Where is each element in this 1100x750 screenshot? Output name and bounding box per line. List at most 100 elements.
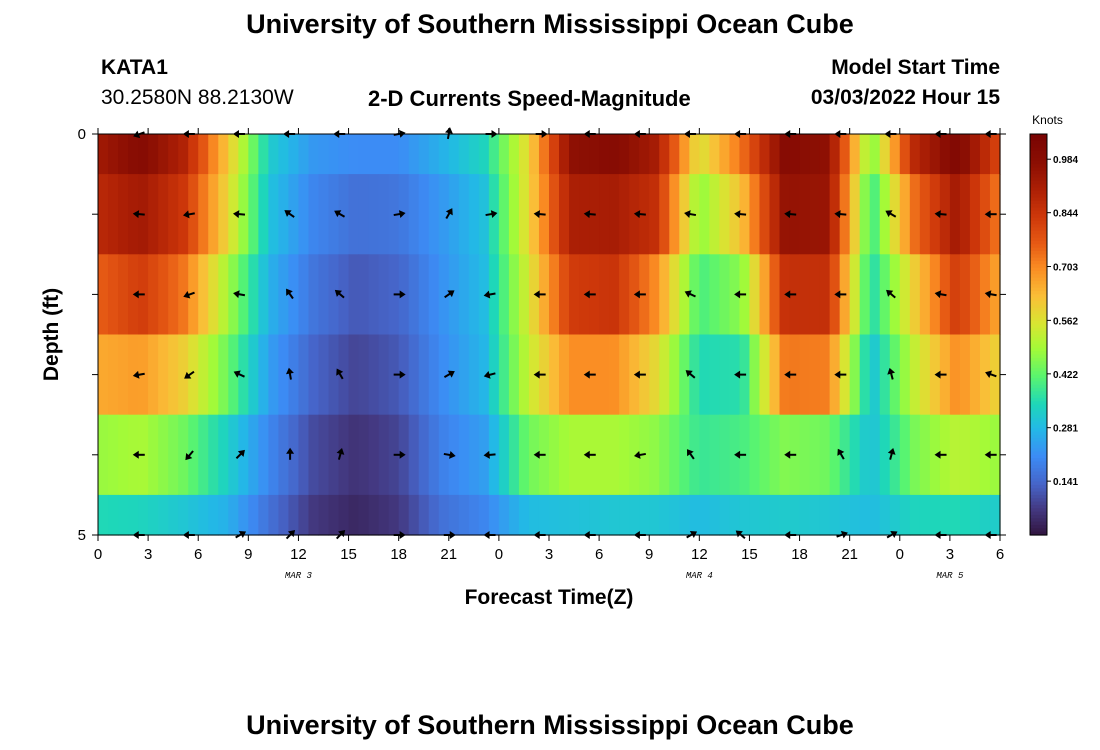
y-tick-label: 5 xyxy=(78,527,86,544)
heatmap-cell xyxy=(108,334,119,416)
heatmap-cell xyxy=(378,254,390,336)
heatmap-cell xyxy=(619,254,630,336)
heatmap-cell xyxy=(709,414,720,496)
heatmap-cell xyxy=(308,134,320,175)
heatmap-cell xyxy=(679,174,690,255)
heatmap-cell xyxy=(649,174,660,255)
heatmap-cell xyxy=(599,414,610,496)
heatmap-cell xyxy=(899,134,911,175)
heatmap-cell xyxy=(178,414,189,496)
current-arrow xyxy=(984,210,997,219)
heatmap-cell xyxy=(328,134,340,175)
heatmap-cell xyxy=(769,174,781,255)
heatmap-cell xyxy=(799,494,811,536)
heatmap-cell xyxy=(458,414,470,496)
heatmap-cell xyxy=(879,414,891,496)
heatmap-cell xyxy=(308,334,320,416)
colorbar-segment xyxy=(1030,230,1047,235)
heatmap-cell xyxy=(559,174,570,255)
heatmap-cell xyxy=(759,254,771,336)
heatmap-cell xyxy=(859,414,871,496)
current-arrow xyxy=(734,290,747,299)
heatmap-cell xyxy=(709,134,720,175)
heatmap-cell xyxy=(148,174,159,255)
current-arrow xyxy=(837,448,845,460)
heatmap-cell xyxy=(248,174,259,255)
heatmap-cell xyxy=(939,134,951,175)
heatmap-cell xyxy=(859,174,871,255)
heatmap-cell xyxy=(528,174,540,255)
date-label: MAR 5 xyxy=(936,571,964,581)
heatmap-cell xyxy=(298,254,310,336)
colorbar-segment xyxy=(1030,160,1047,165)
heatmap-cell xyxy=(819,414,831,496)
colorbar-segment xyxy=(1030,254,1047,259)
heatmap-cell xyxy=(218,174,229,255)
x-tick-label: 0 xyxy=(495,546,503,563)
heatmap-cell xyxy=(759,494,771,536)
colorbar-segment xyxy=(1030,468,1047,473)
heatmap-cell xyxy=(288,174,300,255)
heatmap-cell xyxy=(629,134,640,175)
current-arrow xyxy=(235,449,245,460)
model-start-time: 03/03/2022 Hour 15 xyxy=(810,86,1000,109)
heatmap-cell xyxy=(278,254,290,336)
heatmap-cell xyxy=(518,134,530,175)
heatmap-cell xyxy=(338,134,350,175)
colorbar-segment xyxy=(1030,411,1047,416)
heatmap-cell xyxy=(719,254,730,336)
heatmap-cell xyxy=(378,414,390,496)
heatmap-cell xyxy=(488,494,500,536)
heatmap-cell xyxy=(288,334,300,416)
current-arrow xyxy=(393,210,406,218)
colorbar-segment xyxy=(1030,518,1047,523)
heatmap-cell xyxy=(799,134,811,175)
date-labels: MAR 3 MAR 4 MAR 5 xyxy=(285,571,964,581)
current-arrow xyxy=(633,210,646,219)
heatmap-cell xyxy=(849,334,861,416)
colorbar-segment xyxy=(1030,180,1047,185)
colorbar-segment xyxy=(1030,351,1047,356)
colorbar-segment xyxy=(1030,528,1047,533)
heatmap-cell xyxy=(849,174,861,255)
colorbar-segment xyxy=(1030,511,1047,516)
heatmap-cell xyxy=(348,174,360,255)
colorbar-segment xyxy=(1030,237,1047,242)
heatmap-cell xyxy=(518,494,530,536)
heatmap-cell xyxy=(879,134,891,175)
heatmap-cell xyxy=(108,494,119,536)
heatmap-cell xyxy=(869,254,881,336)
heatmap-cell xyxy=(288,494,300,536)
colorbar-tick-label: 0.703 xyxy=(1053,263,1078,274)
heatmap-cell xyxy=(98,174,109,255)
current-arrow xyxy=(734,370,747,379)
heatmap-cell xyxy=(699,334,710,416)
station-coords: 30.2580N 88.2130W xyxy=(101,86,294,109)
heatmap-cell xyxy=(869,174,881,255)
colorbar-tick-label: 0.984 xyxy=(1053,155,1078,166)
heatmap-cell xyxy=(639,134,650,175)
heatmap-cell xyxy=(789,494,801,536)
heatmap-cell xyxy=(208,494,219,536)
heatmap-cell xyxy=(899,174,911,255)
heatmap-cell xyxy=(829,174,841,255)
heatmap-cell xyxy=(228,334,239,416)
heatmap-cell xyxy=(148,254,159,336)
colorbar-segment xyxy=(1030,371,1047,376)
heatmap-cell xyxy=(478,174,490,255)
heatmap-cell xyxy=(959,494,971,536)
current-arrow xyxy=(633,290,646,299)
heatmap-cell xyxy=(989,494,1001,536)
current-arrow xyxy=(734,450,747,459)
heatmap-cell xyxy=(178,334,189,416)
colorbar-segment xyxy=(1030,384,1047,389)
x-tick-label: 12 xyxy=(290,546,307,563)
heatmap-cell xyxy=(809,134,821,175)
heatmap-cell xyxy=(188,494,199,536)
heatmap-cell xyxy=(879,494,891,536)
current-arrow xyxy=(443,370,455,378)
heatmap-cell xyxy=(919,254,931,336)
heatmap-cell xyxy=(288,414,300,496)
colorbar-segment xyxy=(1030,307,1047,312)
heatmap-cell xyxy=(649,134,660,175)
